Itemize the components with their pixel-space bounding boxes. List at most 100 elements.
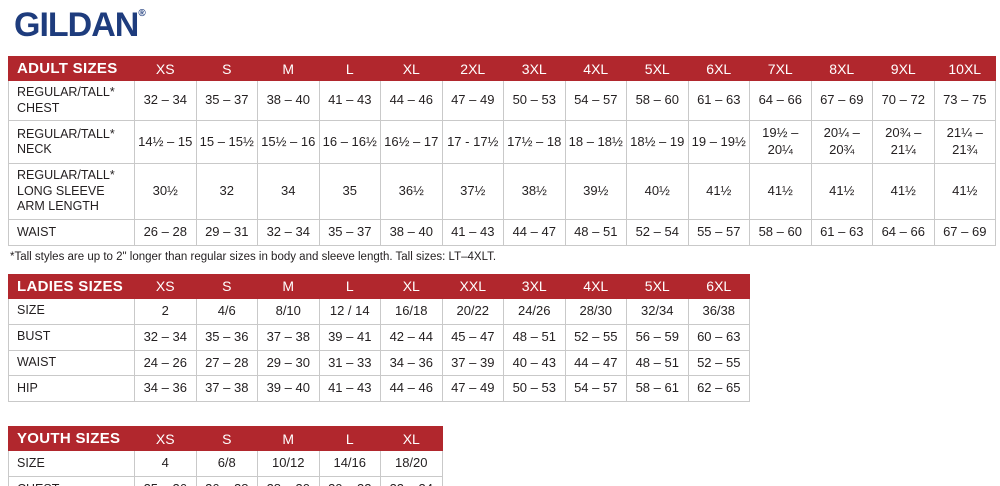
youth-sizes-table: YOUTH SIZES XS S M L XL SIZE 4 6/8 10/12 14/16 18/2… bbox=[8, 426, 443, 486]
tall-sizes-footnote: *Tall styles are up to 2" longer than re… bbox=[10, 250, 497, 263]
size-cell: 37 – 38 bbox=[257, 323, 320, 351]
table-row: HIP 34 – 36 37 – 38 39 – 40 41 – 43 44 – 46 47… bbox=[8, 375, 750, 403]
size-cell: 19 – 19½ bbox=[687, 120, 750, 165]
size-cell: 29 – 31 bbox=[195, 218, 258, 246]
size-cell: 39 – 40 bbox=[257, 375, 320, 403]
size-cell: 70 – 72 bbox=[872, 79, 935, 122]
size-cell: 32 – 34 bbox=[134, 79, 197, 122]
size-cell: 44 – 46 bbox=[380, 79, 443, 122]
size-cell: 15½ – 16 bbox=[257, 120, 320, 165]
row-label: SIZE bbox=[8, 450, 135, 478]
column-header: L bbox=[318, 426, 381, 452]
size-cell: 41½ bbox=[687, 163, 750, 220]
size-cell: 44 – 47 bbox=[503, 218, 566, 246]
table-row: SIZE 4 6/8 10/12 14/16 18/20 bbox=[8, 450, 443, 478]
column-header: S bbox=[195, 56, 258, 81]
size-cell: 20/22 bbox=[441, 297, 504, 325]
table-row: BUST 32 – 34 35 – 36 37 – 38 39 – 41 42 – 44 4… bbox=[8, 323, 750, 351]
size-cell: 54 – 57 bbox=[564, 79, 627, 122]
column-header: S bbox=[195, 426, 258, 452]
size-cell: 17 - 17½ bbox=[441, 120, 504, 165]
table-row: SIZE 2 4/6 8/10 12 / 14 16/18 20/22 24/26 28/30 3… bbox=[8, 297, 750, 325]
size-cell: 4/6 bbox=[195, 297, 258, 325]
adult-sizes-table: ADULT SIZES XS S M L XL 2XL 3XL 4XL 5XL 6XL 7XL 8XL 9… bbox=[8, 56, 996, 246]
size-cell: 32 bbox=[195, 163, 258, 220]
size-cell: 8/10 bbox=[257, 297, 320, 325]
size-cell: 61 – 63 bbox=[810, 218, 873, 246]
size-cell: 32 – 34 bbox=[257, 218, 320, 246]
size-cell: 14/16 bbox=[318, 450, 381, 478]
size-cell: 29 – 30 bbox=[257, 349, 320, 377]
column-header: M bbox=[257, 273, 320, 299]
table-row: REGULAR/TALL* NECK 14½ – 15 15 – 15½ 15½ – … bbox=[8, 120, 996, 165]
size-cell: 39½ bbox=[564, 163, 627, 220]
table-row: WAIST 24 – 26 27 – 28 29 – 30 31 – 33 34 – 36… bbox=[8, 349, 750, 377]
table-row: REGULAR/TALL* LONG SLEEVE ARM LENGTH 30½ 3… bbox=[8, 163, 996, 220]
size-cell: 40½ bbox=[626, 163, 689, 220]
size-cell: 58 – 61 bbox=[626, 375, 689, 403]
size-cell: 38½ bbox=[503, 163, 566, 220]
size-cell: 41½ bbox=[872, 163, 935, 220]
size-cell: 67 – 69 bbox=[933, 218, 996, 246]
size-cell: 32/34 bbox=[626, 297, 689, 325]
size-cell: 16½ – 17 bbox=[380, 120, 443, 165]
row-label: CHEST bbox=[8, 476, 135, 486]
header-row: YOUTH SIZES XS S M L XL bbox=[8, 426, 443, 452]
size-cell: 32 – 34 bbox=[134, 323, 197, 351]
size-cell: 35 bbox=[318, 163, 381, 220]
size-cell: 36/38 bbox=[687, 297, 750, 325]
size-cell: 73 – 75 bbox=[933, 79, 996, 122]
size-cell: 24 – 26 bbox=[134, 349, 197, 377]
column-header: L bbox=[318, 56, 381, 81]
row-label: REGULAR/TALL* LONG SLEEVE ARM LENGTH bbox=[8, 163, 135, 220]
column-header: 4XL bbox=[564, 56, 627, 81]
size-cell: 56 – 59 bbox=[626, 323, 689, 351]
column-header: 6XL bbox=[687, 56, 750, 81]
column-header: 2XL bbox=[441, 56, 504, 81]
ladies-sizes-title: LADIES SIZES bbox=[8, 273, 135, 299]
size-cell: 6/8 bbox=[195, 450, 258, 478]
column-header: XS bbox=[134, 273, 197, 299]
size-cell: 54 – 57 bbox=[564, 375, 627, 403]
size-cell: 41½ bbox=[749, 163, 812, 220]
row-label: SIZE bbox=[8, 297, 135, 325]
size-cell: 36½ bbox=[380, 163, 443, 220]
size-cell: 60 – 63 bbox=[687, 323, 750, 351]
size-cell: 27 – 28 bbox=[195, 349, 258, 377]
size-cell: 50 – 53 bbox=[503, 375, 566, 403]
column-header: XL bbox=[380, 56, 443, 81]
size-cell: 20¼ – 20¾ bbox=[810, 120, 873, 165]
size-cell: 52 – 54 bbox=[626, 218, 689, 246]
size-cell: 58 – 60 bbox=[749, 218, 812, 246]
size-cell: 47 – 49 bbox=[441, 79, 504, 122]
size-cell: 25 – 26 bbox=[134, 476, 197, 486]
size-cell: 67 – 69 bbox=[810, 79, 873, 122]
column-header: 8XL bbox=[810, 56, 873, 81]
size-cell: 38 – 40 bbox=[257, 79, 320, 122]
size-cell: 41 – 43 bbox=[318, 79, 381, 122]
size-cell: 48 – 51 bbox=[564, 218, 627, 246]
size-cell: 44 – 47 bbox=[564, 349, 627, 377]
size-cell: 48 – 51 bbox=[626, 349, 689, 377]
row-label: WAIST bbox=[8, 349, 135, 377]
size-cell: 44 – 46 bbox=[380, 375, 443, 403]
size-cell: 35 – 37 bbox=[195, 79, 258, 122]
size-cell: 41 – 43 bbox=[441, 218, 504, 246]
row-label: REGULAR/TALL* CHEST bbox=[8, 79, 135, 122]
size-cell: 41 – 43 bbox=[318, 375, 381, 403]
column-header: XL bbox=[380, 426, 443, 452]
size-cell: 40 – 43 bbox=[503, 349, 566, 377]
gildan-logo: GILDAN® bbox=[14, 8, 1000, 42]
size-cell: 47 – 49 bbox=[441, 375, 504, 403]
size-cell: 37 – 39 bbox=[441, 349, 504, 377]
size-cell: 39 – 41 bbox=[318, 323, 381, 351]
size-cell: 19½ – 20¼ bbox=[749, 120, 812, 165]
size-cell: 10/12 bbox=[257, 450, 320, 478]
size-cell: 26 – 28 bbox=[195, 476, 258, 486]
size-cell: 28/30 bbox=[564, 297, 627, 325]
size-cell: 16 – 16½ bbox=[318, 120, 381, 165]
size-cell: 24/26 bbox=[503, 297, 566, 325]
size-cell: 52 – 55 bbox=[564, 323, 627, 351]
row-label: BUST bbox=[8, 323, 135, 351]
